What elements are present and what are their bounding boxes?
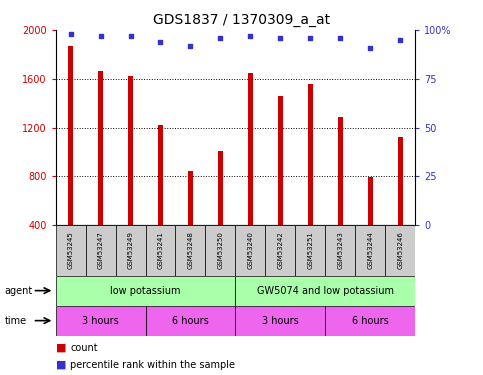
Text: GSM53246: GSM53246 <box>398 231 403 269</box>
Point <box>97 33 104 39</box>
Text: GSM53249: GSM53249 <box>128 231 133 269</box>
Bar <box>326 306 415 336</box>
Bar <box>115 225 145 276</box>
Text: GSM53245: GSM53245 <box>68 231 73 269</box>
Text: low potassium: low potassium <box>110 286 181 296</box>
Bar <box>278 96 283 225</box>
Bar <box>128 76 133 225</box>
Bar <box>175 225 205 276</box>
Text: GSM53251: GSM53251 <box>307 231 313 269</box>
Text: GW5074 and low potassium: GW5074 and low potassium <box>257 286 394 296</box>
Bar <box>85 225 115 276</box>
Text: GDS1837 / 1370309_a_at: GDS1837 / 1370309_a_at <box>153 13 330 27</box>
Bar <box>145 225 175 276</box>
Bar <box>158 125 163 225</box>
Point <box>277 35 284 41</box>
Text: ■: ■ <box>56 343 66 353</box>
Point <box>247 33 255 39</box>
Bar <box>236 225 266 276</box>
Text: GSM53247: GSM53247 <box>98 231 103 269</box>
Bar <box>188 171 193 225</box>
Bar <box>145 306 236 336</box>
Bar <box>98 71 103 225</box>
Bar <box>205 225 236 276</box>
Bar <box>296 225 326 276</box>
Text: time: time <box>5 316 27 326</box>
Bar <box>248 73 253 225</box>
Point <box>186 43 194 49</box>
Bar <box>338 117 342 225</box>
Point <box>127 33 134 39</box>
Bar <box>266 225 296 276</box>
Text: GSM53240: GSM53240 <box>247 231 254 269</box>
Bar <box>56 276 236 306</box>
Text: 3 hours: 3 hours <box>262 316 299 326</box>
Bar <box>398 137 403 225</box>
Bar <box>68 46 73 225</box>
Text: GSM53243: GSM53243 <box>338 231 343 269</box>
Bar <box>368 177 373 225</box>
Point <box>67 31 74 37</box>
Text: 6 hours: 6 hours <box>352 316 389 326</box>
Text: GSM53244: GSM53244 <box>368 231 373 269</box>
Point <box>156 39 164 45</box>
Bar <box>236 306 326 336</box>
Text: count: count <box>70 343 98 353</box>
Text: 3 hours: 3 hours <box>82 316 119 326</box>
Point <box>307 35 314 41</box>
Text: GSM53250: GSM53250 <box>217 231 224 269</box>
Bar <box>355 225 385 276</box>
Point <box>216 35 224 41</box>
Text: ■: ■ <box>56 360 66 369</box>
Text: agent: agent <box>5 286 33 296</box>
Bar <box>308 84 313 225</box>
Point <box>367 45 374 51</box>
Point <box>337 35 344 41</box>
Text: GSM53242: GSM53242 <box>277 231 284 269</box>
Text: GSM53248: GSM53248 <box>187 231 194 269</box>
Text: percentile rank within the sample: percentile rank within the sample <box>70 360 235 369</box>
Bar <box>56 225 85 276</box>
Bar <box>218 151 223 225</box>
Bar <box>326 225 355 276</box>
Bar <box>236 276 415 306</box>
Bar <box>56 306 145 336</box>
Point <box>397 37 404 43</box>
Text: GSM53241: GSM53241 <box>157 231 164 269</box>
Bar <box>385 225 415 276</box>
Text: 6 hours: 6 hours <box>172 316 209 326</box>
